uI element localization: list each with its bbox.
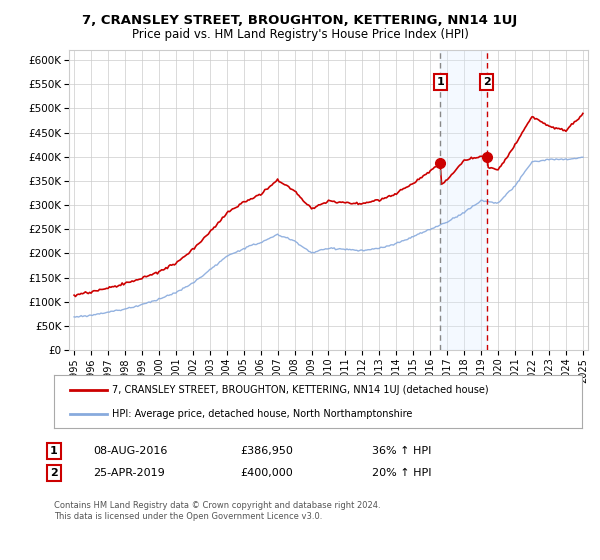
Text: £386,950: £386,950 (240, 446, 293, 456)
Text: Contains HM Land Registry data © Crown copyright and database right 2024.
This d: Contains HM Land Registry data © Crown c… (54, 501, 380, 521)
Text: 36% ↑ HPI: 36% ↑ HPI (372, 446, 431, 456)
Text: £400,000: £400,000 (240, 468, 293, 478)
Text: Price paid vs. HM Land Registry's House Price Index (HPI): Price paid vs. HM Land Registry's House … (131, 28, 469, 41)
Text: 20% ↑ HPI: 20% ↑ HPI (372, 468, 431, 478)
Text: 25-APR-2019: 25-APR-2019 (93, 468, 165, 478)
Text: 2: 2 (50, 468, 58, 478)
Text: 08-AUG-2016: 08-AUG-2016 (93, 446, 167, 456)
Text: HPI: Average price, detached house, North Northamptonshire: HPI: Average price, detached house, Nort… (112, 408, 412, 418)
Text: 1: 1 (50, 446, 58, 456)
Text: 7, CRANSLEY STREET, BROUGHTON, KETTERING, NN14 1UJ (detached house): 7, CRANSLEY STREET, BROUGHTON, KETTERING… (112, 385, 489, 395)
Text: 2: 2 (483, 77, 491, 87)
Text: 7, CRANSLEY STREET, BROUGHTON, KETTERING, NN14 1UJ: 7, CRANSLEY STREET, BROUGHTON, KETTERING… (82, 14, 518, 27)
Bar (440, 50, 487, 350)
Text: 1: 1 (437, 77, 445, 87)
